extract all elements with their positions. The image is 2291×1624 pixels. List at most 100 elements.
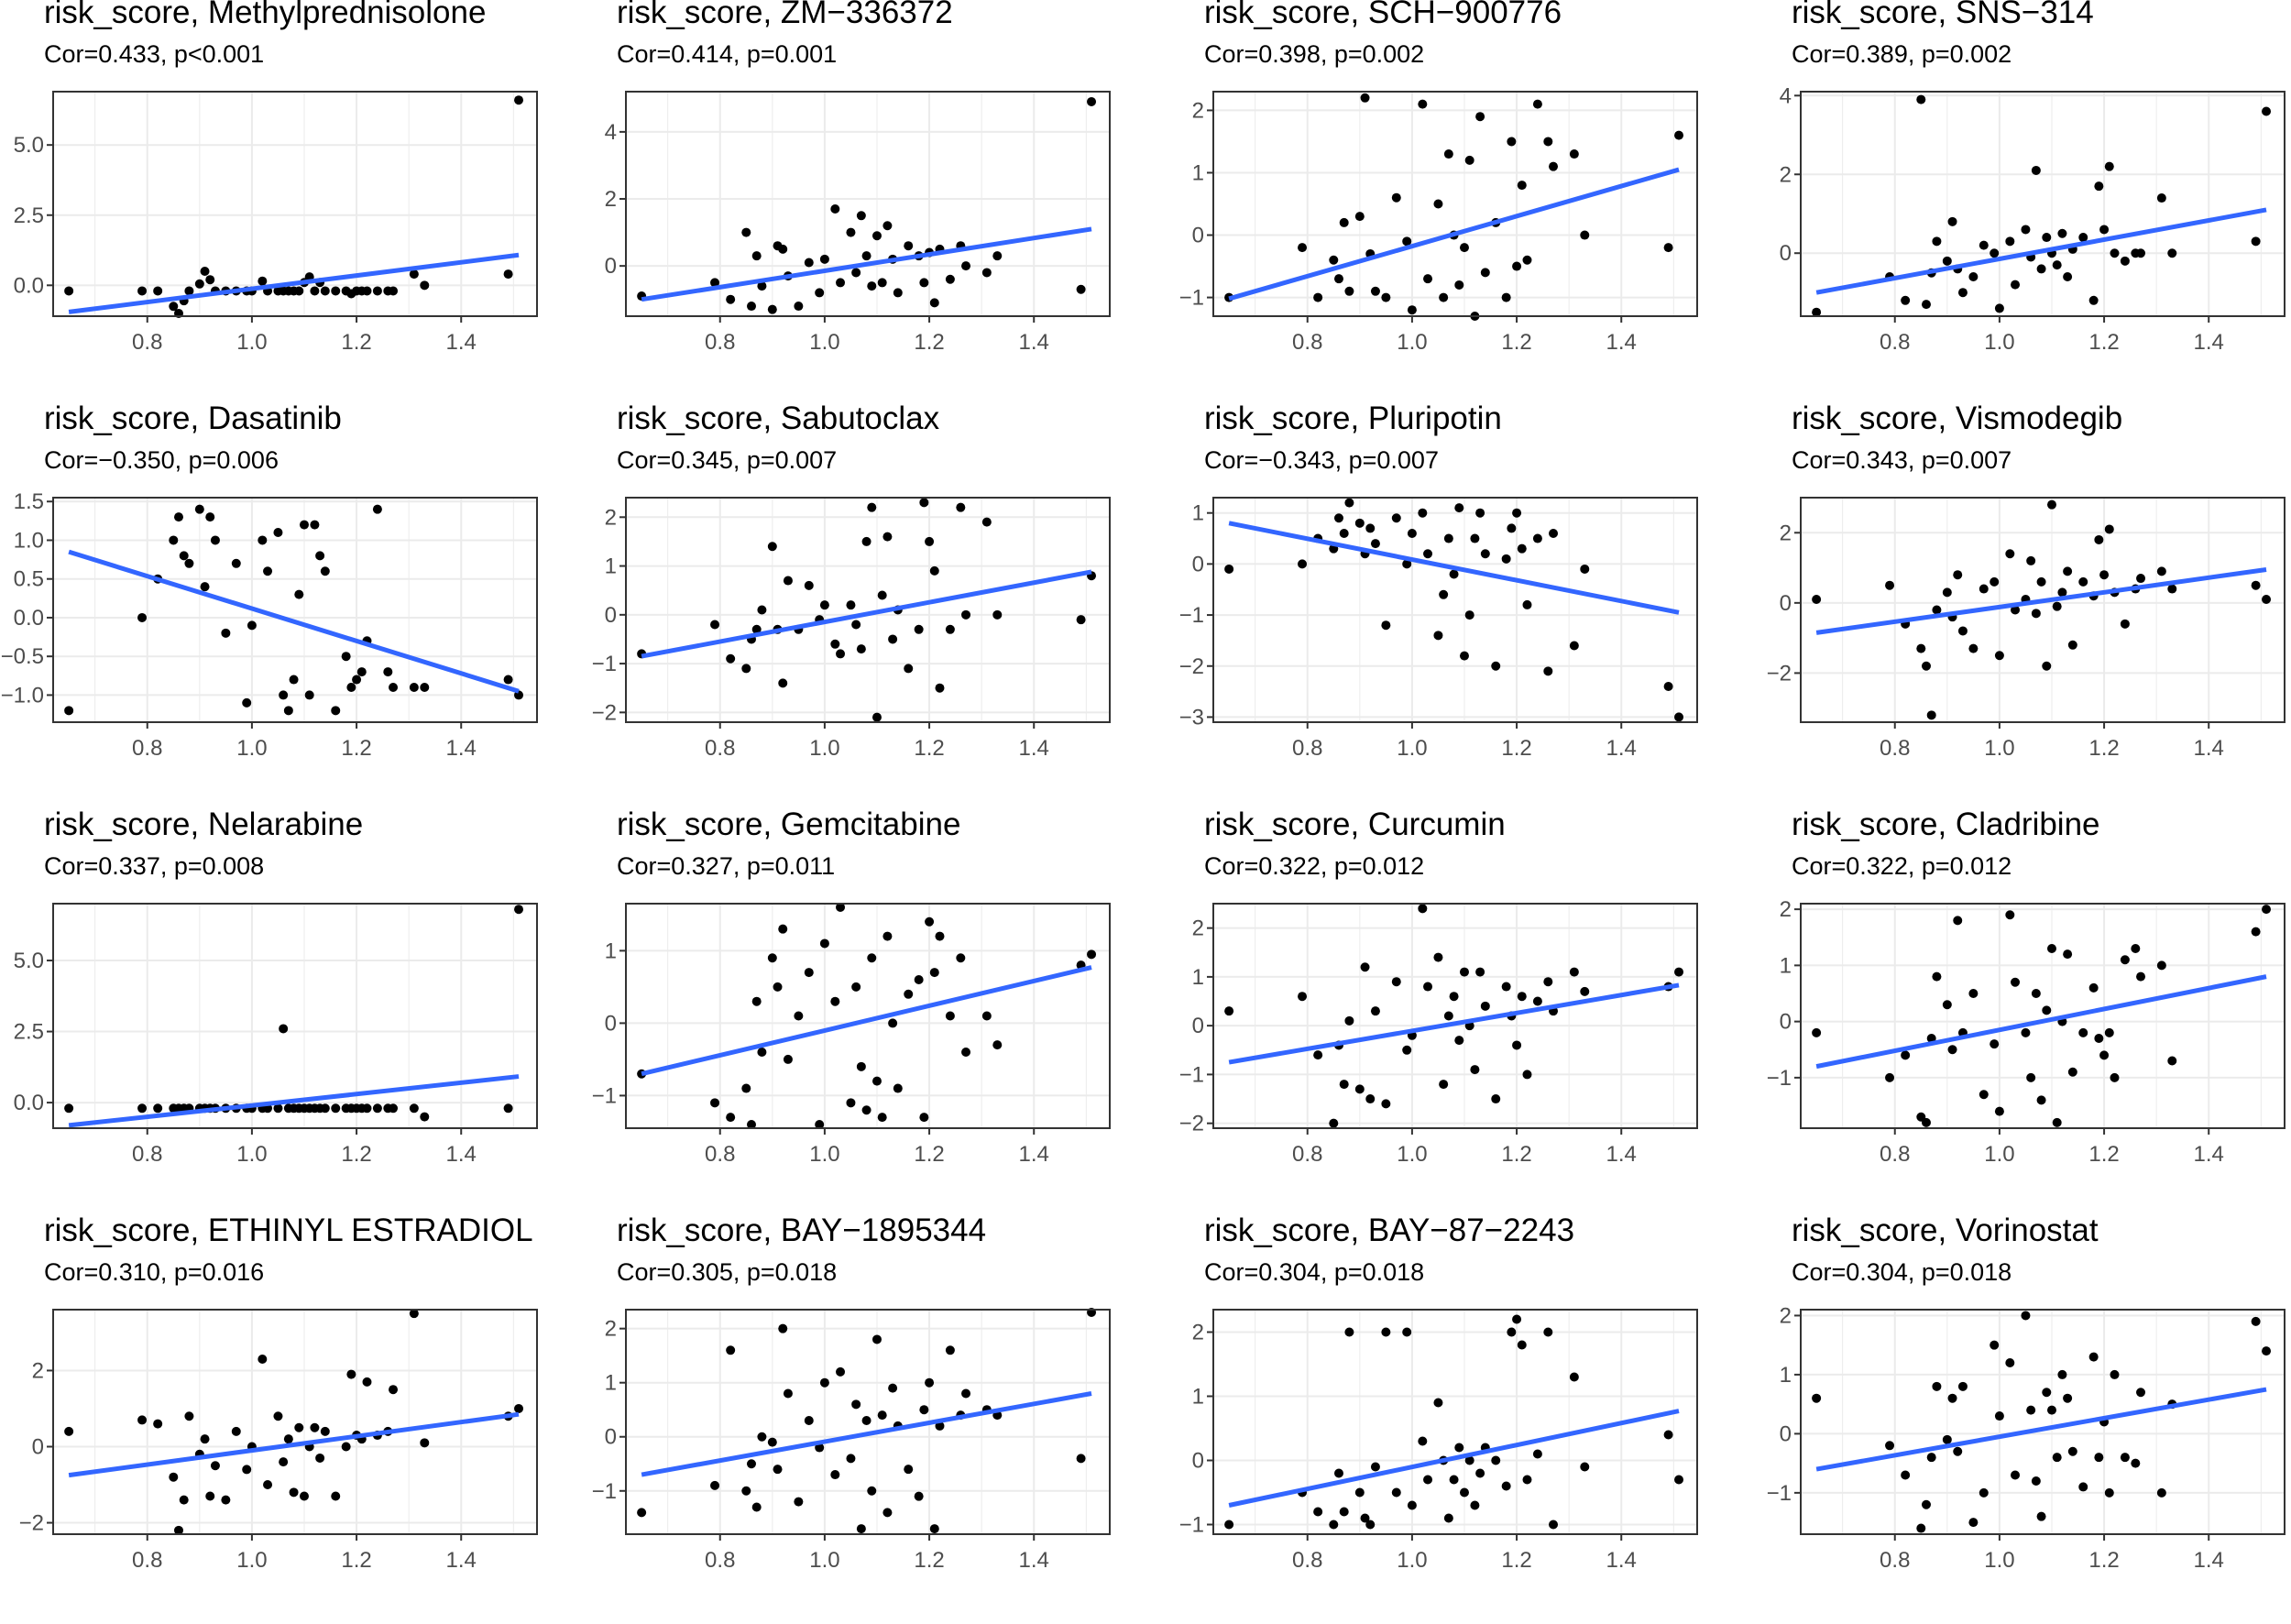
data-point	[935, 683, 945, 693]
data-point	[757, 605, 767, 615]
data-point	[1076, 284, 1086, 294]
data-point	[1443, 533, 1453, 543]
data-point	[710, 1098, 720, 1108]
y-tick-label: 2	[1780, 521, 1792, 545]
data-point	[2036, 1511, 2046, 1521]
plot-border	[52, 903, 538, 1129]
data-point	[882, 532, 893, 542]
data-point	[710, 1480, 720, 1490]
data-point	[919, 278, 929, 288]
data-point	[1344, 1015, 1354, 1026]
data-point	[1507, 137, 1517, 147]
data-point	[1433, 952, 1443, 962]
plot-border	[1800, 903, 2286, 1129]
x-tick-label: 0.8	[705, 1142, 735, 1167]
data-point	[2136, 248, 2146, 258]
data-point	[1517, 992, 1527, 1002]
y-tick-label: 1	[605, 1371, 617, 1396]
data-point	[1957, 1381, 1968, 1391]
data-point	[956, 953, 966, 963]
data-point	[1990, 576, 2000, 587]
data-point	[153, 1103, 163, 1114]
x-tick-label: 0.8	[1292, 330, 1322, 355]
data-point	[1979, 584, 1989, 594]
data-point	[1926, 1453, 1936, 1463]
scatter-panel: risk_score, ETHINYL ESTRADIOL Cor=0.310, …	[0, 1213, 573, 1624]
data-point	[1580, 986, 1590, 996]
y-tick-label: −1	[592, 1479, 617, 1504]
y-tick-label: −1.0	[1, 683, 44, 708]
data-point	[1994, 1106, 2004, 1116]
panel-title: risk_score, BAY−1895344	[617, 1213, 987, 1248]
data-point	[2031, 609, 2041, 619]
data-point	[1449, 992, 1459, 1002]
data-point	[741, 1083, 751, 1093]
data-point	[914, 974, 924, 984]
data-point	[1569, 967, 1579, 977]
data-point	[1402, 1045, 1412, 1055]
data-point	[2067, 1067, 2077, 1077]
data-point	[2036, 264, 2046, 274]
data-point	[1298, 559, 1308, 569]
data-point	[1543, 977, 1553, 987]
y-tick-label: 1	[1780, 953, 1792, 978]
data-point	[804, 580, 814, 590]
data-point	[778, 924, 788, 934]
data-point	[279, 690, 289, 700]
x-tick-label: 0.8	[1880, 736, 1910, 761]
data-point	[992, 609, 1003, 620]
x-tick-label: 1.2	[914, 330, 944, 355]
data-point	[1087, 949, 1097, 960]
y-tick-label: 5.0	[14, 133, 44, 158]
y-tick-label: 0	[605, 1425, 617, 1450]
data-point	[2063, 566, 2073, 576]
data-point	[273, 1411, 283, 1421]
data-point	[210, 1461, 220, 1471]
data-point	[877, 1410, 887, 1421]
x-tick-label: 0.8	[1880, 1548, 1910, 1573]
data-point	[2078, 576, 2088, 587]
data-point	[2011, 280, 2021, 290]
data-point	[205, 1491, 215, 1501]
data-point	[1968, 272, 1979, 282]
y-tick-label: −1	[1767, 1481, 1792, 1506]
data-point	[1459, 243, 1469, 253]
x-tick-label: 1.4	[446, 1142, 477, 1167]
plot-border	[625, 903, 1111, 1129]
x-tick-label: 1.4	[1606, 1142, 1637, 1167]
data-point	[2031, 1476, 2041, 1486]
data-point	[746, 1459, 756, 1469]
data-point	[1812, 595, 1822, 605]
y-tick-label: 2	[1780, 897, 1792, 922]
plot-border	[1212, 903, 1698, 1129]
x-tick-label: 1.4	[1606, 736, 1637, 761]
data-point	[310, 286, 320, 296]
data-point	[882, 931, 893, 941]
plot-background	[626, 92, 1110, 316]
data-point	[867, 281, 877, 291]
data-point	[1333, 274, 1343, 284]
data-point	[179, 1495, 189, 1505]
data-point	[1381, 292, 1391, 302]
y-tick-label: 0	[1192, 552, 1204, 576]
data-point	[153, 1419, 163, 1429]
data-point	[1354, 212, 1365, 222]
data-point	[2057, 1369, 2067, 1379]
data-point	[2063, 1393, 2073, 1403]
data-point	[389, 682, 399, 692]
scatter-panel: risk_score, Pluripotin Cor=−0.343, p=0.00…	[1160, 401, 1733, 812]
plot-background	[53, 498, 537, 722]
data-point	[1994, 1411, 2004, 1421]
data-point	[830, 639, 840, 649]
data-point	[331, 286, 341, 296]
data-point	[1663, 682, 1673, 692]
y-tick-label: 1	[605, 938, 617, 963]
plot-border	[52, 1309, 538, 1535]
data-point	[925, 536, 935, 546]
data-point	[773, 982, 783, 992]
data-point	[1333, 513, 1343, 523]
data-point	[2094, 534, 2104, 544]
data-point	[279, 1457, 289, 1467]
y-tick-label: 0	[1192, 1014, 1204, 1038]
panel-subtitle: Cor=0.337, p=0.008	[44, 852, 265, 880]
